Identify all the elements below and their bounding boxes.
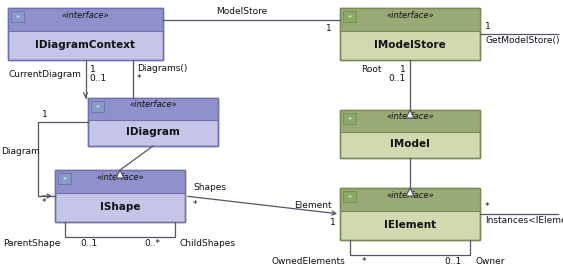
Bar [340,188,480,240]
Bar [8,8,163,60]
Text: 0..*: 0..* [144,239,160,248]
Bar [340,8,480,60]
Text: CurrentDiagram: CurrentDiagram [8,70,82,79]
Text: «interface»: «interface» [386,10,434,20]
Bar [340,8,480,31]
Text: »: » [347,116,351,121]
Bar [340,188,480,211]
Bar [343,11,356,22]
Text: *: * [485,202,489,211]
Text: 1: 1 [400,65,406,74]
Text: 1: 1 [42,110,48,119]
Text: Owner: Owner [475,257,504,266]
Text: IDiagram: IDiagram [126,127,180,137]
Polygon shape [406,188,414,196]
Text: OwnedElements: OwnedElements [271,257,345,266]
Text: *: * [193,200,198,209]
Bar [343,113,356,124]
Text: »: » [347,194,351,199]
Text: «interface»: «interface» [386,191,434,200]
Bar [11,11,24,22]
Bar [58,173,71,184]
Bar [340,188,480,240]
Text: Shapes: Shapes [193,183,226,192]
Text: IModel: IModel [390,139,430,149]
Bar [88,98,218,146]
Text: ChildShapes: ChildShapes [180,239,236,248]
Text: «interface»: «interface» [129,100,177,109]
Text: IShape: IShape [100,202,140,212]
Polygon shape [406,110,414,118]
Text: IElement: IElement [384,220,436,230]
Text: «interface»: «interface» [62,10,109,20]
Text: *: * [362,257,367,266]
Bar [340,8,480,60]
Text: «interface»: «interface» [96,172,144,182]
Text: »: » [16,14,20,19]
Text: 1: 1 [485,22,491,31]
Text: Instances<IElement>(): Instances<IElement>() [485,216,563,225]
Text: 1: 1 [330,218,336,227]
Text: »: » [96,104,100,109]
Text: Diagram: Diagram [1,147,39,155]
Text: 0..1: 0..1 [445,257,462,266]
Text: 0..1: 0..1 [80,239,97,248]
Text: Diagrams(): Diagrams() [137,64,187,73]
Bar [343,191,356,202]
Text: ModelStore: ModelStore [216,7,267,16]
Text: 1: 1 [326,24,332,33]
Bar [55,170,185,193]
Text: *: * [42,198,47,207]
Polygon shape [116,170,124,178]
Text: Root: Root [361,65,382,74]
Text: 1: 1 [90,65,95,74]
Bar [340,110,480,158]
Text: 0..1: 0..1 [388,74,406,83]
Text: GetModelStore(): GetModelStore() [485,36,560,45]
Text: *: * [137,74,141,83]
Bar [340,110,480,158]
Bar [91,101,104,112]
Text: IDiagramContext: IDiagramContext [35,40,136,50]
Text: Element: Element [294,201,332,210]
Bar [55,170,185,222]
Bar [88,98,218,146]
Text: »: » [347,14,351,19]
Bar [88,98,218,120]
Text: »: » [62,176,66,181]
Text: ParentShape: ParentShape [3,239,60,248]
Bar [55,170,185,222]
Bar [8,8,163,31]
Text: IModelStore: IModelStore [374,40,446,50]
Text: «interface»: «interface» [386,112,434,121]
Bar [340,110,480,132]
Bar [8,8,163,60]
Text: 0..1: 0..1 [90,74,107,83]
